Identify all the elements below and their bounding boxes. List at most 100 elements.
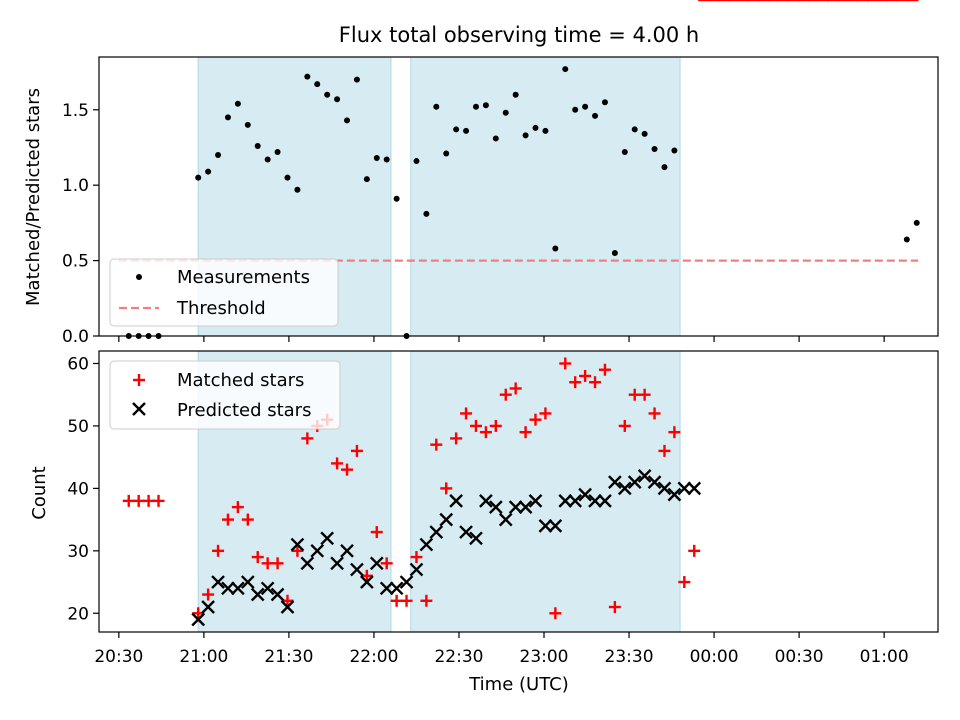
matched-star-point: [281, 594, 294, 607]
matched-star-point: [618, 419, 631, 432]
measurement-point: [383, 156, 390, 163]
predicted-star-point: [568, 494, 583, 508]
matched-stars-points: [122, 0, 919, 620]
x-tick: 21:30: [264, 632, 313, 667]
matched-star-point: [152, 494, 165, 507]
bottom-y-ticks: 20 30 40 50 60: [67, 354, 99, 624]
measurement-point: [393, 195, 400, 202]
predicted-star-point: [250, 587, 265, 602]
measurement-point: [373, 155, 380, 162]
matched-star-point: [291, 544, 304, 557]
measurement-point: [363, 176, 370, 183]
bottom-panel: 20 30 40 50 60 20:30 21:00 21:30 22:00 22:30 23:0…: [29, 0, 939, 695]
measurement-point: [611, 250, 618, 257]
measurement-point: [443, 150, 450, 157]
predicted-star-point: [558, 494, 573, 508]
top-panel: 0.0 0.5 1.0 1.5 Matched/Predicted stars Mea…: [23, 56, 939, 347]
x-tick: 23:00: [520, 632, 569, 667]
legend-measurements-label: Measurements: [177, 267, 310, 288]
predicted-star-point: [211, 575, 225, 589]
top-axes-frame: [98, 56, 939, 337]
predicted-star-point: [419, 537, 434, 552]
y-tick: 40: [67, 479, 99, 499]
y-tick-label: 30: [67, 542, 89, 562]
measurement-point: [903, 236, 910, 243]
measurement-point: [651, 145, 658, 152]
top-legend-box: [109, 258, 339, 327]
measurement-point: [522, 132, 529, 139]
predicted-star-point: [439, 512, 454, 527]
predicted-star-point: [667, 487, 682, 502]
measurement-point: [234, 100, 241, 107]
predicted-star-point: [429, 525, 444, 539]
x-tick-label: 22:30: [434, 647, 483, 667]
y-tick: 0.0: [62, 327, 99, 347]
shaded-interval: [410, 56, 681, 337]
predicted-star-point: [449, 494, 463, 508]
predicted-star-point: [409, 562, 424, 577]
x-tick-label: 22:00: [349, 647, 398, 667]
predicted-star-point: [191, 612, 206, 627]
measurement-point: [344, 117, 351, 124]
matched-star-point: [360, 569, 373, 582]
shaded-interval: [410, 350, 681, 633]
x-tick-label: 20:30: [94, 647, 143, 667]
predicted-star-point: [479, 494, 493, 508]
y-tick: 1.5: [62, 101, 99, 121]
top-y-ticks: 0.0 0.5 1.0 1.5: [62, 101, 99, 347]
measurement-point: [304, 73, 311, 80]
predicted-star-point: [657, 481, 672, 496]
matched-star-point: [331, 457, 344, 470]
y-tick-label: 0.0: [62, 327, 89, 347]
matched-star-point: [608, 601, 621, 614]
predicted-star-point: [617, 481, 632, 496]
measurement-point: [215, 152, 222, 159]
predicted-star-point: [508, 500, 523, 514]
measurement-point: [224, 114, 231, 121]
y-tick-label: 0.5: [62, 252, 89, 272]
y-tick-label: 1.0: [62, 176, 89, 196]
predicted-star-point: [231, 581, 245, 596]
predicted-star-point: [459, 525, 473, 539]
matched-star-point: [499, 388, 512, 401]
measurement-point: [264, 156, 271, 163]
predicted-star-point: [360, 575, 374, 589]
matched-star-point: [301, 432, 314, 445]
matched-star-point: [579, 369, 592, 382]
matched-star-point: [420, 594, 433, 607]
matched-star-point: [658, 444, 671, 457]
measurement-point: [205, 168, 212, 175]
chart-title: Flux total observing time = 4.00 h: [339, 23, 699, 47]
measurement-point: [314, 81, 321, 88]
x-tick-label: 23:30: [605, 647, 654, 667]
predicted-star-point: [280, 600, 295, 614]
matched-star-point: [539, 407, 552, 420]
predicted-star-point: [221, 581, 235, 596]
matched-star-point: [589, 376, 602, 389]
measurement-point: [582, 103, 589, 110]
predicted-star-point: [588, 494, 602, 508]
matched-star-point: [688, 544, 701, 557]
predicted-star-point: [538, 518, 553, 533]
measurement-point: [413, 158, 420, 165]
measurement-point: [433, 103, 440, 110]
predicted-star-point: [310, 543, 325, 558]
y-tick: 1.0: [62, 176, 99, 196]
measurement-point: [913, 219, 920, 226]
measurement-point: [671, 147, 678, 154]
measurement-point: [294, 186, 301, 193]
x-tick-label: 00:00: [690, 647, 739, 667]
measurement-point: [502, 109, 509, 116]
predicted-star-point: [637, 469, 652, 483]
x-tick-label: 21:00: [179, 647, 228, 667]
x-tick-label: 21:30: [264, 647, 313, 667]
matched-star-point: [350, 444, 363, 457]
measurement-point: [631, 126, 638, 133]
predicted-star-point: [330, 556, 344, 571]
measurement-point: [423, 210, 430, 217]
predicted-star-point: [340, 543, 354, 558]
legend-matched-label: Matched stars: [177, 370, 304, 391]
measurement-point: [274, 149, 281, 156]
measurement-point: [542, 127, 549, 134]
measurement-point: [641, 130, 648, 137]
